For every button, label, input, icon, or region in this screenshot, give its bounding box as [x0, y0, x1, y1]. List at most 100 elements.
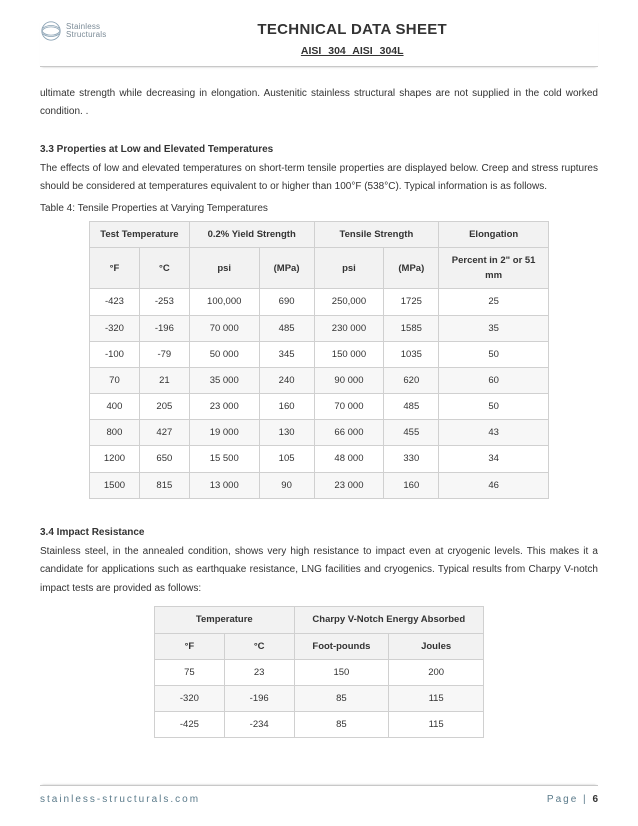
table-cell: 455	[384, 420, 439, 446]
table-row: 7523150200	[155, 659, 484, 685]
table-subheader: psi	[189, 247, 259, 288]
table-cell: 150	[294, 659, 389, 685]
table-cell: 650	[139, 446, 189, 472]
table-row: 80042719 00013066 00045543	[90, 420, 549, 446]
table-row: 40020523 00016070 00048550	[90, 394, 549, 420]
section-heading-34: 3.4 Impact Resistance	[40, 525, 598, 541]
table-cell: 90	[259, 472, 314, 498]
table-cell: 1035	[384, 341, 439, 367]
logo-text: Stainless Structurals	[66, 23, 106, 40]
table-cell: 130	[259, 420, 314, 446]
table-cell: 43	[439, 420, 549, 446]
table-cell: -425	[155, 712, 225, 738]
table-subheader: °F	[155, 633, 225, 659]
table-cell: 160	[384, 472, 439, 498]
table-cell: 85	[294, 685, 389, 711]
table-cell: 35	[439, 315, 549, 341]
table-row: -425-23485115	[155, 712, 484, 738]
table-cell: 160	[259, 394, 314, 420]
table-cell: 485	[259, 315, 314, 341]
table-cell: -423	[90, 289, 140, 315]
footer-page: Page | 6	[547, 792, 598, 808]
table-header-group: Temperature	[155, 607, 295, 633]
table-row: 150081513 0009023 00016046	[90, 472, 549, 498]
logo: Stainless Structurals	[40, 20, 106, 42]
table-cell: -234	[224, 712, 294, 738]
table-row: 120065015 50010548 00033034	[90, 446, 549, 472]
table-cell: 1585	[384, 315, 439, 341]
table-subheader: °F	[90, 247, 140, 288]
table-cell: 34	[439, 446, 549, 472]
page-header: Stainless Structurals TECHNICAL DATA SHE…	[40, 18, 598, 67]
table-cell: 800	[90, 420, 140, 446]
impact-resistance-table: TemperatureCharpy V-Notch Energy Absorbe…	[154, 606, 484, 738]
table-cell: 23 000	[189, 394, 259, 420]
table-cell: 35 000	[189, 367, 259, 393]
table4-caption: Table 4: Tensile Properties at Varying T…	[40, 201, 598, 217]
table-subheader: Foot-pounds	[294, 633, 389, 659]
page: Stainless Structurals TECHNICAL DATA SHE…	[0, 0, 638, 826]
table-cell: -253	[139, 289, 189, 315]
table-cell: 815	[139, 472, 189, 498]
table-cell: 50	[439, 394, 549, 420]
table-cell: -79	[139, 341, 189, 367]
table-cell: 427	[139, 420, 189, 446]
footer-page-label: Page |	[547, 794, 588, 805]
table-header-group: 0.2% Yield Strength	[189, 221, 314, 247]
table-cell: 66 000	[314, 420, 384, 446]
table-cell: 21	[139, 367, 189, 393]
table-header-group: Tensile Strength	[314, 221, 439, 247]
table-header-group: Charpy V-Notch Energy Absorbed	[294, 607, 483, 633]
table-cell: 345	[259, 341, 314, 367]
table-row: 702135 00024090 00062060	[90, 367, 549, 393]
table-cell: 105	[259, 446, 314, 472]
page-footer: stainless-structurals.com Page | 6	[40, 785, 598, 808]
table-subheader: °C	[224, 633, 294, 659]
table-cell: 150 000	[314, 341, 384, 367]
table-cell: 240	[259, 367, 314, 393]
table-row: -100-7950 000345150 000103550	[90, 341, 549, 367]
table-cell: 70 000	[314, 394, 384, 420]
table-cell: 23	[224, 659, 294, 685]
table-cell: 330	[384, 446, 439, 472]
table-cell: 115	[389, 685, 484, 711]
table-cell: 100,000	[189, 289, 259, 315]
globe-icon	[40, 20, 62, 42]
table-subheader: Joules	[389, 633, 484, 659]
table-cell: -196	[139, 315, 189, 341]
section-heading-33: 3.3 Properties at Low and Elevated Tempe…	[40, 142, 598, 158]
table-cell: 48 000	[314, 446, 384, 472]
table-cell: 50 000	[189, 341, 259, 367]
intro-paragraph: ultimate strength while decreasing in el…	[40, 85, 598, 122]
table-cell: 23 000	[314, 472, 384, 498]
table-cell: 250,000	[314, 289, 384, 315]
table-cell: 1500	[90, 472, 140, 498]
table5-wrap: TemperatureCharpy V-Notch Energy Absorbe…	[154, 606, 484, 738]
footer-page-number: 6	[592, 794, 598, 805]
table-cell: -100	[90, 341, 140, 367]
document-title: TECHNICAL DATA SHEET	[106, 18, 598, 42]
table-cell: 230 000	[314, 315, 384, 341]
document-subtitle: AISI 304 AISI 304L	[106, 43, 598, 60]
table-row: -320-19670 000485230 000158535	[90, 315, 549, 341]
table-subheader: °C	[139, 247, 189, 288]
table-cell: 70 000	[189, 315, 259, 341]
table-subheader: psi	[314, 247, 384, 288]
table-row: -423-253100,000690250,000172525	[90, 289, 549, 315]
section-34-body: Stainless steel, in the annealed conditi…	[40, 543, 598, 599]
tensile-properties-table: Test Temperature0.2% Yield StrengthTensi…	[89, 221, 549, 499]
table-subheader: (MPa)	[384, 247, 439, 288]
table-cell: 90 000	[314, 367, 384, 393]
table-cell: -320	[90, 315, 140, 341]
table-header-group: Elongation	[439, 221, 549, 247]
table-subheader: (MPa)	[259, 247, 314, 288]
table-subheader: Percent in 2" or 51 mm	[439, 247, 549, 288]
footer-site: stainless-structurals.com	[40, 792, 200, 808]
table-cell: 1200	[90, 446, 140, 472]
table-row: -320-19685115	[155, 685, 484, 711]
table-cell: 1725	[384, 289, 439, 315]
title-block: TECHNICAL DATA SHEET AISI 304 AISI 304L	[106, 18, 598, 60]
table-cell: 200	[389, 659, 484, 685]
table-cell: 13 000	[189, 472, 259, 498]
table-cell: 25	[439, 289, 549, 315]
